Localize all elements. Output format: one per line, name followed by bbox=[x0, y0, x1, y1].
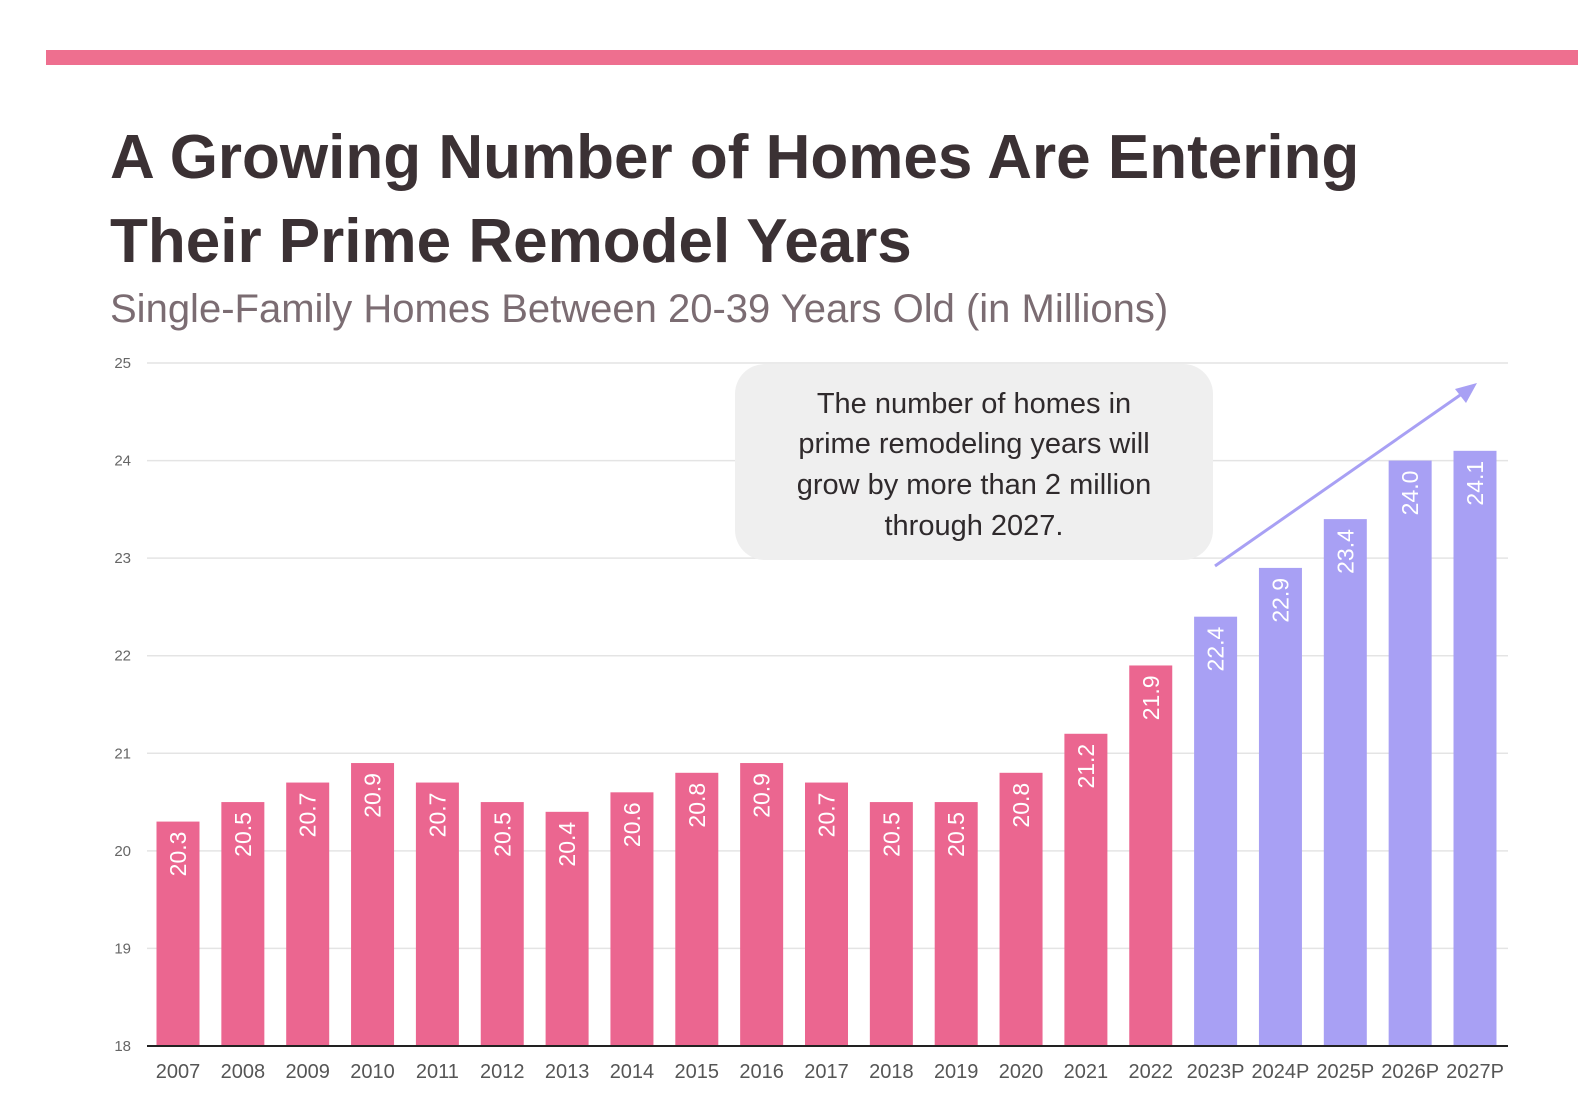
bar-value-label: 21.9 bbox=[1138, 675, 1164, 720]
bar-2017 bbox=[805, 782, 848, 1046]
x-tick-label: 2016 bbox=[739, 1061, 784, 1083]
chart-subtitle: Single-Family Homes Between 20-39 Years … bbox=[110, 287, 1168, 331]
x-tick-label: 2024P bbox=[1252, 1061, 1310, 1083]
x-tick-label: 2014 bbox=[610, 1061, 655, 1083]
callout-line-2: prime remodeling years will bbox=[798, 428, 1149, 460]
bar-2010 bbox=[351, 763, 395, 1046]
bar-2020 bbox=[999, 772, 1043, 1046]
x-tick-label: 2007 bbox=[156, 1061, 201, 1083]
trend-arrow-icon bbox=[1214, 383, 1477, 568]
bar-2016 bbox=[740, 763, 784, 1046]
bar-value-label: 20.5 bbox=[230, 812, 256, 857]
x-tick-label: 2008 bbox=[221, 1061, 266, 1083]
annotation-callout: The number of homes in prime remodeling … bbox=[735, 364, 1213, 560]
y-tick-label: 19 bbox=[114, 940, 131, 957]
y-tick-label: 25 bbox=[114, 355, 131, 372]
x-tick-label: 2027P bbox=[1446, 1061, 1504, 1083]
bar-value-label: 20.3 bbox=[165, 832, 191, 877]
bar-value-label: 20.6 bbox=[619, 802, 645, 847]
bar-value-label: 20.5 bbox=[943, 812, 969, 857]
x-tick-label: 2013 bbox=[545, 1061, 590, 1083]
bar-2012 bbox=[480, 802, 524, 1046]
bar-value-label: 20.8 bbox=[684, 783, 710, 828]
y-tick-label: 20 bbox=[114, 843, 131, 860]
chart-title-line-2: Their Prime Remodel Years bbox=[110, 207, 912, 276]
bar-2022 bbox=[1129, 665, 1173, 1046]
top-accent-bar bbox=[46, 50, 1578, 65]
bar-value-label: 20.7 bbox=[295, 793, 321, 838]
bar-value-label: 22.9 bbox=[1267, 578, 1293, 623]
y-tick-label: 21 bbox=[114, 745, 131, 762]
callout-line-4: through 2027. bbox=[885, 510, 1064, 542]
bar-2015 bbox=[675, 772, 719, 1046]
bar-2018 bbox=[869, 802, 913, 1046]
callout-box bbox=[735, 364, 1213, 560]
x-tick-label: 2018 bbox=[869, 1061, 914, 1083]
bar-2021 bbox=[1064, 733, 1108, 1046]
bar-2014 bbox=[610, 792, 654, 1046]
x-tick-label: 2009 bbox=[285, 1061, 330, 1083]
x-tick-label: 2025P bbox=[1316, 1061, 1374, 1083]
bar-2027P bbox=[1453, 450, 1497, 1046]
bars: 20.3 20.5 20.7 20.9 20.7 20.5 20.4 20.6 20.8 20.9… bbox=[156, 450, 1497, 1047]
x-tick-label: 2015 bbox=[675, 1061, 720, 1083]
y-tick-label: 18 bbox=[114, 1038, 131, 1055]
bar-value-label: 24.1 bbox=[1462, 461, 1488, 506]
x-tick-label: 2020 bbox=[999, 1061, 1044, 1083]
bar-2026P bbox=[1388, 460, 1432, 1047]
y-axis-ticks: 18 19 20 21 22 23 24 25 bbox=[114, 355, 131, 1055]
bar-2013 bbox=[545, 811, 589, 1046]
x-tick-label: 2010 bbox=[350, 1061, 395, 1083]
bar-value-label: 20.9 bbox=[360, 773, 386, 818]
bar-2019 bbox=[934, 802, 978, 1046]
bar-value-label: 20.7 bbox=[814, 793, 840, 838]
bar-2007 bbox=[156, 821, 200, 1046]
bar-2023P bbox=[1194, 616, 1238, 1046]
y-tick-label: 22 bbox=[114, 648, 131, 665]
y-tick-label: 23 bbox=[114, 550, 131, 567]
bar-value-label: 21.2 bbox=[1073, 744, 1099, 789]
bar-2008 bbox=[221, 802, 265, 1046]
x-tick-label: 2011 bbox=[416, 1061, 459, 1083]
bar-2011 bbox=[415, 782, 459, 1046]
x-tick-label: 2017 bbox=[804, 1061, 849, 1083]
x-tick-label: 2026P bbox=[1381, 1061, 1439, 1083]
x-tick-label: 2021 bbox=[1064, 1061, 1109, 1083]
x-axis-labels: 2007 2008 2009 2010 2011 2012 2013 2014 2015 2016… bbox=[156, 1061, 1504, 1083]
bar-value-label: 23.4 bbox=[1332, 529, 1358, 574]
x-tick-label: 2022 bbox=[1129, 1061, 1174, 1083]
bar-2024P bbox=[1258, 567, 1302, 1046]
x-tick-label: 2019 bbox=[934, 1061, 979, 1083]
y-tick-label: 24 bbox=[114, 453, 131, 470]
bar-value-label: 20.9 bbox=[749, 773, 775, 818]
bar-value-label: 20.7 bbox=[424, 793, 450, 838]
bar-value-label: 24.0 bbox=[1397, 471, 1423, 516]
bar-value-label: 22.4 bbox=[1203, 626, 1229, 671]
chart-title-line-1: A Growing Number of Homes Are Entering bbox=[110, 123, 1359, 192]
bar-value-label: 20.8 bbox=[1008, 783, 1034, 828]
callout-line-3: grow by more than 2 million bbox=[797, 469, 1152, 501]
bar-2025P bbox=[1323, 519, 1367, 1046]
bar-2009 bbox=[286, 782, 330, 1046]
x-tick-label: 2023P bbox=[1187, 1061, 1245, 1083]
x-tick-label: 2012 bbox=[480, 1061, 525, 1083]
callout-line-1: The number of homes in bbox=[817, 388, 1131, 420]
bar-value-label: 20.4 bbox=[554, 822, 580, 867]
bar-value-label: 20.5 bbox=[878, 812, 904, 857]
bar-value-label: 20.5 bbox=[489, 812, 515, 857]
